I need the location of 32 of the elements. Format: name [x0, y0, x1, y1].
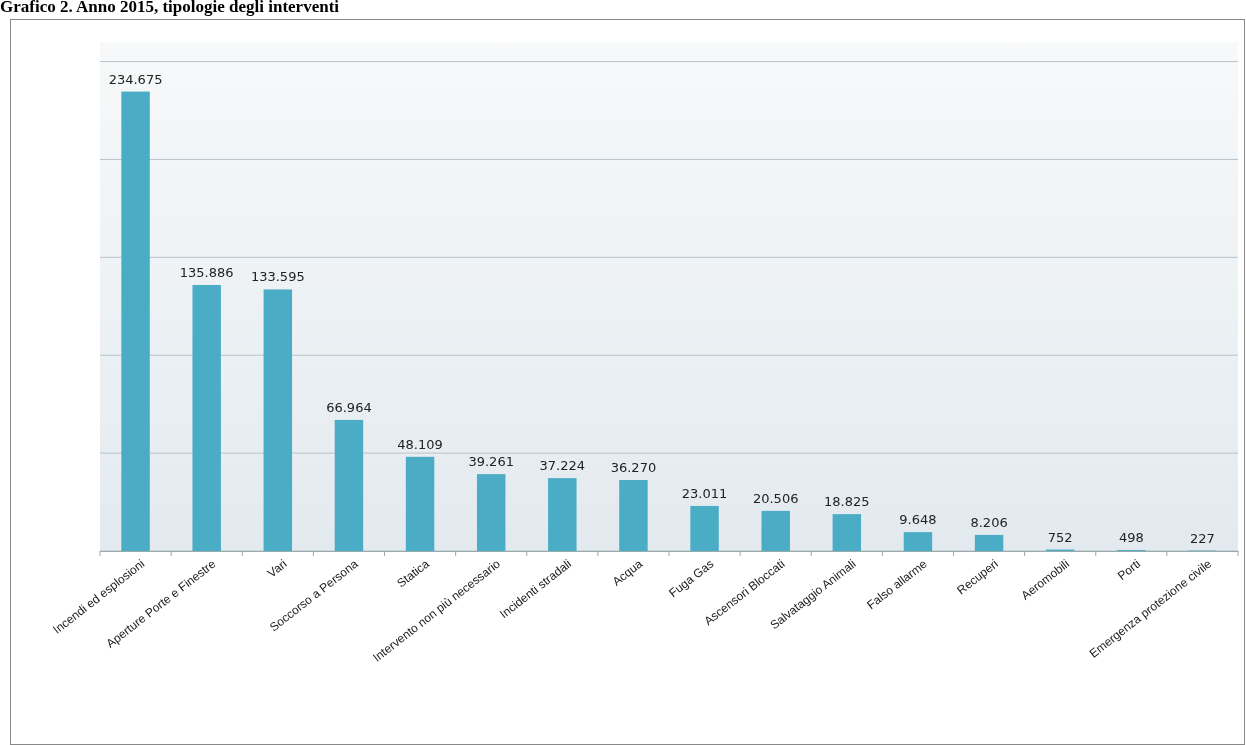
- bar: [619, 480, 648, 551]
- bar: [761, 510, 790, 551]
- bar: [903, 532, 933, 551]
- data-label: 135.886: [179, 264, 234, 280]
- data-label: 66.964: [326, 399, 372, 415]
- data-label: 48.109: [397, 436, 443, 452]
- bar: [476, 474, 506, 551]
- data-label: 752: [1047, 529, 1073, 545]
- data-label: 227: [1190, 530, 1215, 546]
- data-label: 37.224: [539, 458, 586, 474]
- data-label: 8.206: [970, 514, 1008, 530]
- x-tick-label: Vari: [264, 556, 290, 581]
- data-label: 133.595: [250, 269, 305, 285]
- bar: [974, 534, 1004, 551]
- bar: [121, 91, 150, 551]
- data-label: 498: [1118, 530, 1144, 546]
- bar: [690, 505, 719, 551]
- data-label: 36.270: [610, 459, 657, 475]
- data-label: 18.825: [824, 494, 870, 510]
- data-label: 20.506: [752, 490, 799, 506]
- x-tick-label: Fuga Gas: [666, 556, 717, 601]
- bar: [192, 284, 221, 551]
- bar: [334, 419, 364, 551]
- bar: [405, 456, 435, 551]
- chart-title: Grafico 2. Anno 2015, tipologie degli interventi: [0, 0, 340, 16]
- data-label: 234.675: [108, 71, 163, 87]
- data-label: 23.011: [681, 485, 728, 501]
- data-label: 39.261: [468, 454, 514, 470]
- bar: [263, 289, 293, 551]
- bar: [832, 514, 862, 551]
- bar: [548, 478, 577, 551]
- data-label: 9.648: [899, 512, 937, 528]
